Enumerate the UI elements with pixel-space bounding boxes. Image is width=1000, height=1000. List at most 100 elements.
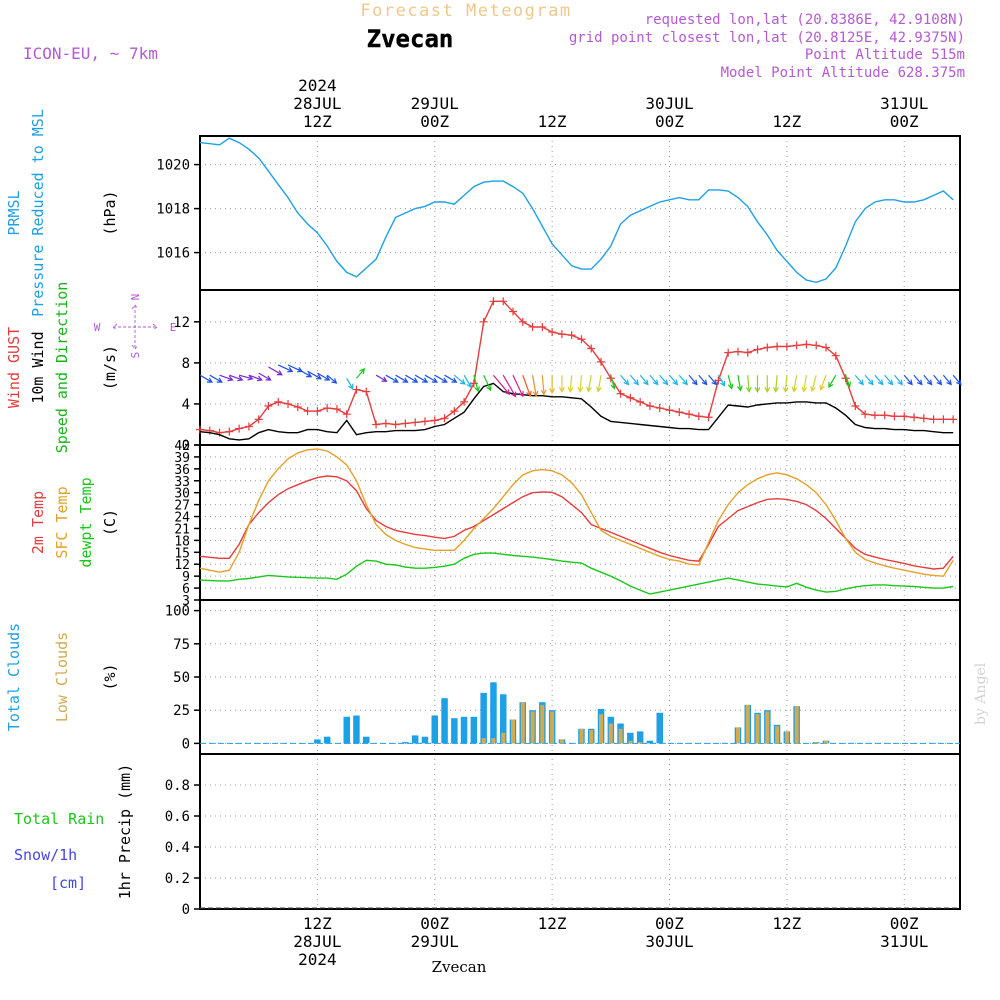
gust-point: [264, 401, 273, 410]
gust-point: [577, 335, 586, 344]
pressure-panel: 1016 1018 1020: [156, 135, 961, 291]
gust-point: [508, 307, 517, 316]
wind-direction-arrow: [395, 374, 409, 383]
wind-direction-arrow: [483, 374, 492, 392]
gust-point: [557, 330, 566, 339]
gust-point: [733, 347, 742, 356]
gust-point: [450, 407, 459, 416]
low-clouds-bar: [501, 732, 506, 744]
pressure-grid: [200, 136, 960, 290]
gust-point: [518, 317, 527, 326]
y-tick-label: 1018: [156, 202, 190, 218]
y-tick-label: 4: [182, 397, 190, 413]
wind-direction-arrow: [492, 374, 511, 396]
gust-point: [880, 411, 889, 420]
wind-direction-arrow: [326, 374, 338, 384]
gust-point: [821, 343, 830, 352]
low-clouds-bar: [540, 704, 545, 744]
wind-direction-arrow: [522, 374, 532, 398]
y-tick-label: 15: [174, 546, 190, 561]
y-tick-label: 36: [174, 463, 190, 478]
wind-direction-arrow: [414, 374, 429, 383]
y-tick-label: 33: [174, 475, 190, 490]
low-clouds-bar: [589, 730, 594, 744]
temperature-series-line: [199, 552, 954, 595]
wind-direction-arrow: [791, 375, 798, 393]
wind-direction-arrow: [219, 374, 234, 382]
wind-direction-arrow: [356, 368, 366, 379]
wind-direction-arrow: [385, 374, 399, 383]
total-clouds-bar: [431, 715, 438, 744]
wind-direction-arrow: [248, 374, 263, 382]
pressure-series-line: [199, 137, 954, 284]
wind-direction-arrow: [238, 374, 254, 381]
footer-station-name: Zvecan: [432, 958, 487, 976]
low-clouds-bar: [765, 711, 770, 744]
gust-point: [235, 424, 244, 433]
temperature-series-label: 2m Temp: [29, 491, 47, 554]
wind-direction-arrow: [782, 375, 789, 393]
gust-point: [773, 342, 782, 351]
wind-series-line: [199, 382, 954, 441]
model-altitude: Model Point Altitude 628.375m: [721, 65, 965, 81]
gust-point: [420, 417, 429, 426]
gust-point: [274, 397, 283, 406]
gust-point: [763, 343, 772, 352]
y-tick-label: 75: [173, 637, 190, 653]
pressure-unit-label: (hPa): [101, 190, 119, 235]
wind-direction-arrow: [819, 374, 827, 391]
station-name: Zvecan: [367, 25, 454, 53]
wind-direction-arrow: [810, 375, 817, 393]
gust-point: [538, 322, 547, 331]
total-clouds-bar: [441, 698, 448, 744]
total-clouds-bar: [421, 736, 429, 744]
wind-direction-arrow: [229, 374, 244, 382]
clouds-panel: 0 25 50 75 100: [165, 599, 961, 755]
total-clouds-bar: [353, 715, 360, 744]
y-tick-label: 21: [174, 522, 190, 537]
gust-point: [528, 322, 537, 331]
y-tick-label: 30: [174, 487, 190, 502]
top-time-label: 00Z: [420, 112, 449, 131]
gust-point: [802, 340, 811, 349]
clouds-series-label: Low Clouds: [53, 632, 71, 722]
gust-point: [293, 403, 302, 412]
wind-unit-label: (m/s): [101, 345, 119, 390]
y-tick-label: 0: [182, 736, 190, 752]
precip-legend-label: Total Rain: [14, 810, 104, 828]
wind-direction-arrow: [596, 375, 602, 393]
gust-point: [782, 342, 791, 351]
gust-point: [704, 413, 713, 422]
wind-direction-arrow: [754, 375, 761, 393]
gust-point: [597, 357, 606, 366]
low-clouds-bar: [794, 706, 799, 744]
compass-label: S: [129, 352, 142, 359]
precip-legend-label: [cm]: [50, 874, 86, 892]
wind-direction-arrow: [502, 374, 517, 398]
y-tick-label: 27: [174, 499, 190, 514]
gust-point: [626, 393, 635, 402]
wind-direction-arrow: [540, 375, 547, 396]
bottom-time-label: 30JUL: [645, 932, 693, 951]
bottom-time-label: 00Z: [890, 914, 919, 933]
clouds-series-label: Total Clouds: [5, 623, 23, 731]
credit-watermark: by Angel: [973, 662, 989, 725]
model-name: ICON-EU, ~ 7km: [23, 44, 158, 63]
gust-point: [919, 414, 928, 423]
y-tick-label: 18: [174, 534, 190, 549]
y-tick-label: 24: [174, 511, 190, 526]
low-clouds-bar: [755, 714, 760, 744]
temperature-grid: [200, 444, 960, 601]
gust-point: [460, 397, 469, 406]
requested-location: requested lon,lat (20.8386E, 42.9108N): [645, 12, 965, 28]
wind-direction-arrow: [473, 375, 480, 393]
gust-point: [342, 410, 351, 419]
total-clouds-bar: [490, 682, 497, 744]
gust-point: [939, 415, 948, 424]
wind-series-label: Wind GUST: [5, 327, 23, 408]
wind-direction-arrow: [708, 374, 718, 386]
wind-direction-arrow: [405, 374, 419, 383]
low-clouds-bar: [814, 742, 819, 744]
